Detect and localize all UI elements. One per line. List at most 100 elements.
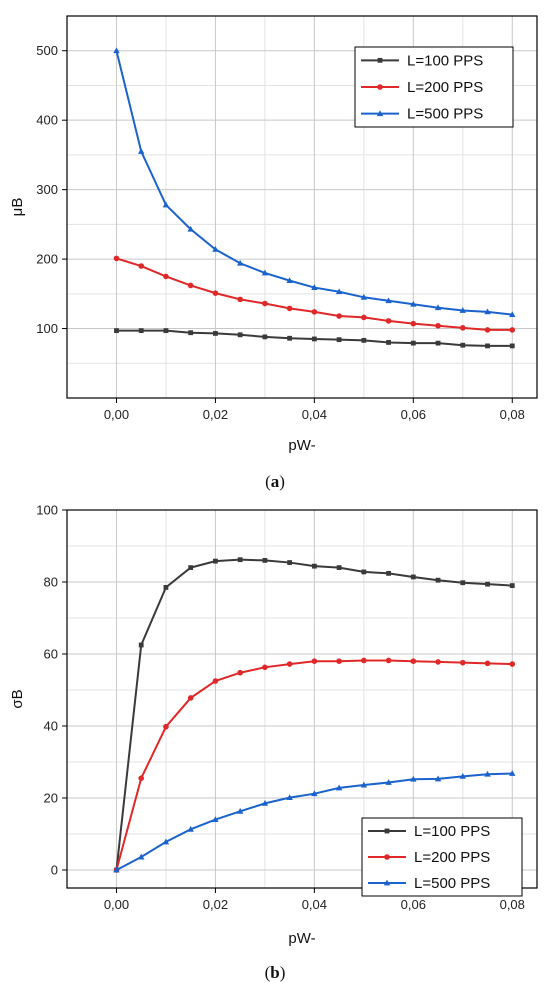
data-point: [360, 293, 368, 300]
data-point: [435, 577, 441, 583]
y-tick-label: 500: [36, 43, 58, 58]
y-axis-title: μB: [9, 198, 26, 217]
data-point: [459, 659, 466, 666]
data-point: [138, 642, 144, 648]
caption-paren: ): [280, 963, 286, 982]
data-point: [138, 328, 144, 334]
data-point: [361, 569, 367, 575]
data-point: [485, 581, 490, 587]
data-point: [138, 775, 145, 781]
data-point: [360, 781, 368, 788]
data-point: [434, 775, 442, 782]
legend-label: L=200 PPS: [414, 849, 490, 866]
data-point: [287, 560, 293, 565]
data-point: [459, 325, 466, 331]
data-point: [435, 659, 441, 665]
data-point: [335, 784, 343, 791]
data-point: [163, 585, 169, 590]
x-tick-label: 0,00: [104, 407, 129, 422]
data-point: [509, 327, 516, 333]
data-point: [287, 335, 293, 341]
data-point: [138, 148, 145, 154]
data-point: [236, 807, 244, 814]
data-point: [509, 343, 515, 349]
data-point: [261, 269, 269, 276]
data-point: [410, 340, 416, 346]
legend-label: L=500 PPS: [407, 106, 483, 123]
x-tick-label: 0,02: [203, 897, 228, 912]
data-point: [509, 583, 515, 588]
data-point: [460, 580, 466, 586]
data-point: [237, 296, 243, 303]
data-point: [187, 225, 194, 232]
data-point: [336, 313, 342, 319]
legend-marker: [383, 879, 391, 886]
data-point: [335, 288, 343, 295]
data-point: [484, 327, 491, 333]
data-point: [385, 318, 392, 324]
data-point: [187, 825, 194, 832]
data-point: [435, 340, 441, 346]
y-tick-label: 100: [36, 503, 58, 518]
data-point: [162, 838, 170, 845]
y-tick-label: 60: [44, 647, 58, 662]
plot-frame: [66, 15, 538, 399]
data-point: [236, 259, 244, 266]
data-point: [212, 245, 219, 252]
legend-label: L=200 PPS: [407, 79, 483, 96]
data-point: [361, 657, 367, 664]
plot-frame: [66, 509, 538, 889]
data-point: [484, 308, 491, 315]
data-point: [261, 800, 269, 806]
data-point: [311, 336, 317, 342]
data-point: [237, 332, 243, 338]
data-point: [509, 770, 516, 776]
legend-marker: [377, 84, 383, 90]
chart-a: 0,00 0,02 0,04 0,06 0,08 100 200 300 400 500 pW-μB…: [9, 15, 538, 454]
caption-paren: (: [265, 472, 271, 491]
data-point: [311, 790, 318, 797]
x-axis-title: pW-: [288, 437, 315, 454]
data-point: [212, 290, 219, 296]
data-point: [410, 574, 416, 580]
data-point: [163, 723, 169, 730]
x-tick-label: 0,02: [203, 407, 228, 422]
legend-marker: [376, 110, 384, 117]
data-point: [484, 660, 491, 667]
y-tick-label: 40: [44, 719, 58, 734]
data-point: [509, 311, 516, 318]
data-point: [311, 658, 318, 664]
data-point: [286, 305, 293, 312]
data-point: [213, 558, 218, 564]
data-point: [286, 277, 293, 284]
legend-marker: [384, 828, 390, 834]
caption-letter: b: [270, 963, 279, 982]
data-point: [187, 282, 194, 289]
data-point: [410, 300, 417, 307]
data-point: [113, 255, 120, 262]
caption-a: (a): [265, 472, 285, 491]
data-point: [385, 297, 392, 304]
data-point: [385, 657, 392, 664]
y-tick-label: 80: [44, 575, 58, 590]
data-point: [188, 565, 194, 570]
data-point: [336, 658, 342, 664]
data-point: [410, 658, 417, 664]
x-tick-label: 0,00: [104, 897, 129, 912]
data-point: [163, 273, 169, 280]
data-point: [187, 695, 194, 701]
data-point: [311, 563, 317, 569]
data-point: [361, 314, 367, 321]
x-tick-label: 0,08: [500, 407, 525, 422]
data-point: [410, 775, 417, 782]
y-tick-label: 0: [51, 863, 58, 878]
data-point: [262, 300, 268, 307]
data-point: [485, 343, 490, 349]
data-point: [361, 337, 367, 343]
data-point: [286, 661, 293, 667]
data-point: [163, 328, 169, 334]
x-tick-label: 0,04: [302, 407, 327, 422]
legend-label: L=100 PPS: [407, 52, 483, 69]
data-point: [188, 330, 194, 336]
legend-marker: [377, 57, 383, 63]
